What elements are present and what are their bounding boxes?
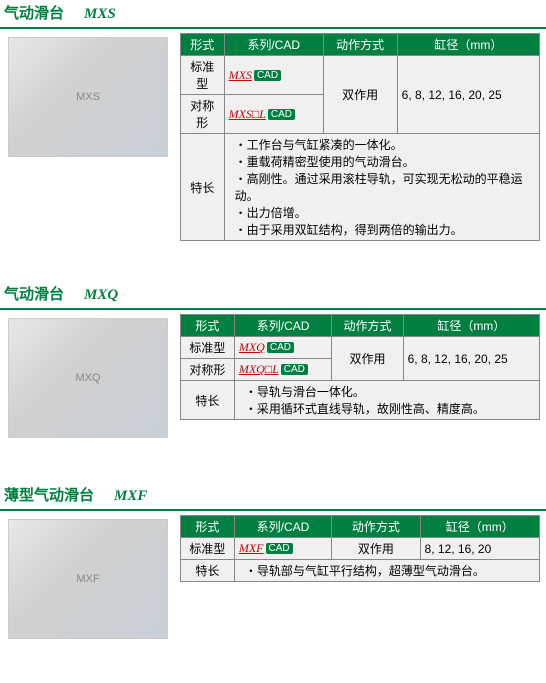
table-row: 标准型MXQCAD双作用6, 8, 12, 16, 20, 25 [181,337,540,359]
cell-series: MXFCAD [234,538,331,560]
table-row: 标准型MXSCAD双作用6, 8, 12, 16, 20, 25 [181,56,540,95]
section-model: MXS [84,6,116,22]
section-header: 气动滑台 MXS [0,0,546,29]
feature-item: 采用循环式直线导轨，故刚性高、精度高。 [245,400,535,417]
features-list: 导轨部与气缸平行结构，超薄型气动滑台。 [239,562,535,579]
series-link[interactable]: MXS□L [229,107,266,121]
cad-badge[interactable]: CAD [267,342,294,353]
table-area: 形式系列/CAD动作方式缸径（mm）标准型MXSCAD双作用6, 8, 12, … [180,33,546,241]
product-image-area: MXQ [0,314,180,442]
cell-features-label: 特长 [181,381,235,420]
section-title: 薄型气动滑台 [4,487,94,504]
table-row: 标准型MXFCAD双作用8, 12, 16, 20 [181,538,540,560]
features-row: 特长工作台与气缸紧凑的一体化。重载荷精密型使用的气动滑台。高刚性。通过采用滚柱导… [181,134,540,241]
features-list: 工作台与气缸紧凑的一体化。重载荷精密型使用的气动滑台。高刚性。通过采用滚柱导轨，… [229,136,535,238]
features-list: 导轨与滑台一体化。采用循环式直线导轨，故刚性高、精度高。 [239,383,535,417]
table-area: 形式系列/CAD动作方式缸径（mm）标准型MXQCAD双作用6, 8, 12, … [180,314,546,420]
col-header-series_cad: 系列/CAD [224,34,323,56]
col-header-bore: 缸径（mm） [420,516,539,538]
cell-form: 对称形 [181,359,235,381]
section-model: MXQ [84,287,118,303]
cell-bore: 6, 8, 12, 16, 20, 25 [403,337,539,381]
feature-item: 出力倍增。 [235,204,535,221]
cell-series: MXQCAD [234,337,332,359]
section-model: MXF [114,488,147,504]
cell-features: 工作台与气缸紧凑的一体化。重载荷精密型使用的气动滑台。高刚性。通过采用滚柱导轨，… [224,134,539,241]
product-section: 薄型气动滑台MXFMXF形式系列/CAD动作方式缸径（mm）标准型MXFCAD双… [0,482,546,643]
cell-bore: 6, 8, 12, 16, 20, 25 [397,56,539,134]
series-link[interactable]: MXF [239,541,264,555]
cell-action: 双作用 [332,337,403,381]
product-image: MXF [8,519,168,639]
series-link[interactable]: MXQ□L [239,362,279,376]
cell-series: MXS□LCAD [224,95,323,134]
cell-series: MXSCAD [224,56,323,95]
cell-features: 导轨与滑台一体化。采用循环式直线导轨，故刚性高、精度高。 [234,381,539,420]
product-image: MXS [8,37,168,157]
product-image: MXQ [8,318,168,438]
table-area: 形式系列/CAD动作方式缸径（mm）标准型MXFCAD双作用8, 12, 16,… [180,515,546,582]
content-row: MXF形式系列/CAD动作方式缸径（mm）标准型MXFCAD双作用8, 12, … [0,515,546,643]
series-link[interactable]: MXQ [239,340,265,354]
section-header: 气动滑台 MXQ [0,281,546,310]
cad-badge[interactable]: CAD [254,70,281,81]
cell-series: MXQ□LCAD [234,359,332,381]
section-title: 气动滑台 [4,286,64,303]
content-row: MXS形式系列/CAD动作方式缸径（mm）标准型MXSCAD双作用6, 8, 1… [0,33,546,241]
cad-badge[interactable]: CAD [266,543,293,554]
spec-table: 形式系列/CAD动作方式缸径（mm）标准型MXQCAD双作用6, 8, 12, … [180,314,540,420]
cell-features-label: 特长 [181,560,235,582]
col-header-bore: 缸径（mm） [397,34,539,56]
product-section: 气动滑台MXQMXQ形式系列/CAD动作方式缸径（mm）标准型MXQCAD双作用… [0,281,546,442]
spec-table: 形式系列/CAD动作方式缸径（mm）标准型MXSCAD双作用6, 8, 12, … [180,33,540,241]
cell-action: 双作用 [323,56,397,134]
section-header: 薄型气动滑台 MXF [0,482,546,511]
section-title: 气动滑台 [4,5,64,22]
cell-form: 标准型 [181,337,235,359]
col-header-series_cad: 系列/CAD [234,315,332,337]
product-section: 气动滑台MXSMXS形式系列/CAD动作方式缸径（mm）标准型MXSCAD双作用… [0,0,546,241]
features-row: 特长导轨与滑台一体化。采用循环式直线导轨，故刚性高、精度高。 [181,381,540,420]
product-image-area: MXS [0,33,180,161]
spec-table: 形式系列/CAD动作方式缸径（mm）标准型MXFCAD双作用8, 12, 16,… [180,515,540,582]
cell-form: 对称形 [181,95,225,134]
cell-features: 导轨部与气缸平行结构，超薄型气动滑台。 [234,560,539,582]
col-header-form: 形式 [181,315,235,337]
cad-badge[interactable]: CAD [281,364,308,375]
cell-form: 标准型 [181,56,225,95]
features-row: 特长导轨部与气缸平行结构，超薄型气动滑台。 [181,560,540,582]
feature-item: 导轨部与气缸平行结构，超薄型气动滑台。 [245,562,535,579]
cad-badge[interactable]: CAD [268,109,295,120]
col-header-action: 动作方式 [332,516,420,538]
col-header-form: 形式 [181,34,225,56]
feature-item: 工作台与气缸紧凑的一体化。 [235,136,535,153]
col-header-bore: 缸径（mm） [403,315,539,337]
col-header-form: 形式 [181,516,235,538]
col-header-action: 动作方式 [323,34,397,56]
feature-item: 重载荷精密型使用的气动滑台。 [235,153,535,170]
cell-features-label: 特长 [181,134,225,241]
feature-item: 导轨与滑台一体化。 [245,383,535,400]
feature-item: 由于采用双缸结构，得到两倍的输出力。 [235,221,535,238]
content-row: MXQ形式系列/CAD动作方式缸径（mm）标准型MXQCAD双作用6, 8, 1… [0,314,546,442]
cell-form: 标准型 [181,538,235,560]
cell-bore: 8, 12, 16, 20 [420,538,539,560]
series-link[interactable]: MXS [229,68,252,82]
cell-action: 双作用 [332,538,420,560]
col-header-action: 动作方式 [332,315,403,337]
col-header-series_cad: 系列/CAD [234,516,331,538]
feature-item: 高刚性。通过采用滚柱导轨，可实现无松动的平稳运动。 [235,170,535,204]
product-image-area: MXF [0,515,180,643]
